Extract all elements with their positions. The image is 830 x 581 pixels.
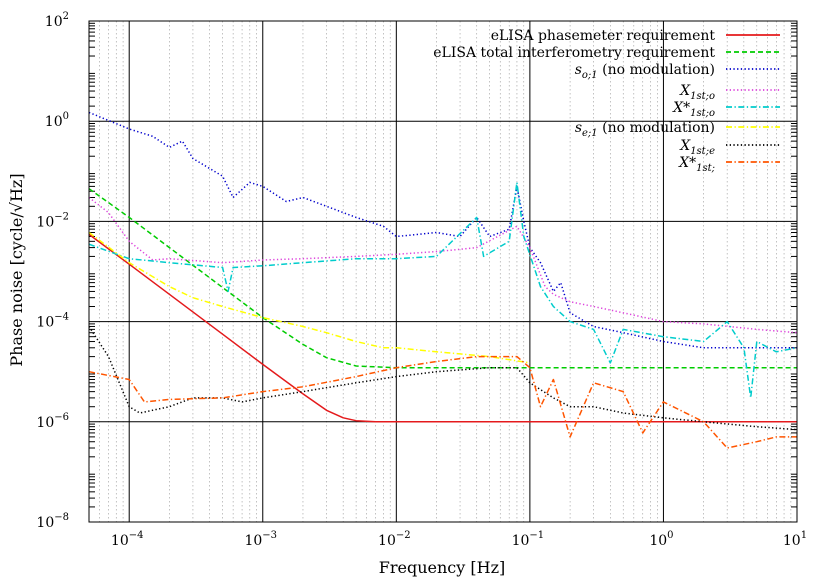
y-axis-title: Phase noise [cycle/√Hz] (7, 173, 26, 366)
legend-label-8: X*1st; (678, 155, 715, 174)
series-line-1 (88, 233, 797, 423)
y-tick-label-exponent: −8 (54, 512, 69, 523)
legend-subscript: 1st; (696, 163, 715, 174)
x-tick-label-base: 10 (378, 533, 396, 549)
tick-labels: 10−4 10−3 10−2 10−1 100 10110−810−610−410−210… (36, 11, 807, 549)
y-tick-label: 102 (45, 11, 69, 30)
legend-subscript: o;1 (582, 70, 598, 81)
x-tick-label-exponent: −2 (396, 530, 411, 541)
legend-label-5: X*1st;o (672, 100, 715, 119)
x-tick-label-exponent: 1 (801, 530, 807, 541)
grid (88, 20, 797, 523)
series-line-7 (88, 326, 798, 431)
legend-subscript: 1st;o (690, 108, 715, 119)
legend-subscript: 1st;o (690, 91, 715, 102)
x-tick-label-exponent: −4 (129, 530, 144, 541)
legend-label-6: se;1 (no modulation) (575, 120, 715, 139)
series-line-2 (88, 188, 797, 369)
series-line-6 (88, 231, 531, 364)
x-axis-title: Frequency [Hz] (379, 558, 506, 577)
y-tick-label-base: 10 (45, 14, 63, 30)
legend-tail: (no modulation) (598, 62, 715, 78)
x-tick-label: 10−4 (111, 530, 144, 549)
x-tick-label-exponent: 0 (667, 530, 673, 541)
legend-symbol: X (679, 83, 691, 99)
x-tick-label-base: 10 (649, 533, 667, 549)
y-tick-label-base: 10 (36, 515, 54, 531)
y-tick-label-base: 10 (36, 315, 54, 331)
plot-frame (88, 20, 798, 523)
legend-label-3: so;1 (no modulation) (575, 62, 715, 81)
y-tick-label: 10−2 (36, 211, 69, 230)
legend-subscript: e;1 (582, 128, 598, 139)
y-tick-label: 100 (45, 111, 69, 130)
y-tick-label-exponent: −6 (54, 412, 69, 423)
y-tick-label-base: 10 (45, 114, 63, 130)
x-tick-label-base: 10 (512, 533, 530, 549)
x-tick-label-exponent: −1 (529, 530, 544, 541)
x-tick-label-base: 10 (244, 533, 262, 549)
legend-symbol: s (575, 120, 582, 136)
legend-label-7: X1st;e (679, 138, 715, 157)
legend-symbol: s (575, 62, 582, 78)
legend-symbol: X* (672, 100, 690, 116)
legend-label-4: X1st;o (679, 83, 715, 102)
y-tick-label-base: 10 (36, 214, 54, 230)
y-tick-label-exponent: 0 (63, 111, 69, 122)
y-tick-label: 10−4 (36, 312, 69, 331)
legend-symbol: X (679, 138, 691, 154)
x-tick-label: 100 (649, 530, 673, 549)
x-tick-label-exponent: −3 (262, 530, 277, 541)
x-tick-label-base: 10 (783, 533, 801, 549)
y-tick-label: 10−6 (36, 412, 69, 431)
x-tick-label: 10−1 (512, 530, 545, 549)
series-line-8 (88, 355, 797, 449)
x-tick-label: 10−3 (244, 530, 277, 549)
series-lines (88, 111, 798, 449)
legend-label-2: eLISA total interferometry requirement (433, 45, 715, 61)
y-tick-label-exponent: −4 (54, 312, 69, 323)
series-line-4 (88, 196, 798, 334)
legend-symbol: X* (678, 155, 696, 171)
y-tick-label-exponent: −2 (54, 211, 69, 222)
legend-subscript: 1st;e (690, 146, 715, 157)
x-tick-label: 101 (783, 530, 807, 549)
x-tick-label: 10−2 (378, 530, 411, 549)
y-tick-label-exponent: 2 (63, 11, 69, 22)
series-line-3 (88, 111, 797, 349)
y-tick-label-base: 10 (36, 415, 54, 431)
y-tick-label: 10−8 (36, 512, 69, 531)
series-line-5 (88, 181, 798, 399)
legend-label-1: eLISA phasemeter requirement (491, 28, 716, 44)
x-tick-label-base: 10 (111, 533, 129, 549)
legend-tail: (no modulation) (598, 120, 715, 136)
